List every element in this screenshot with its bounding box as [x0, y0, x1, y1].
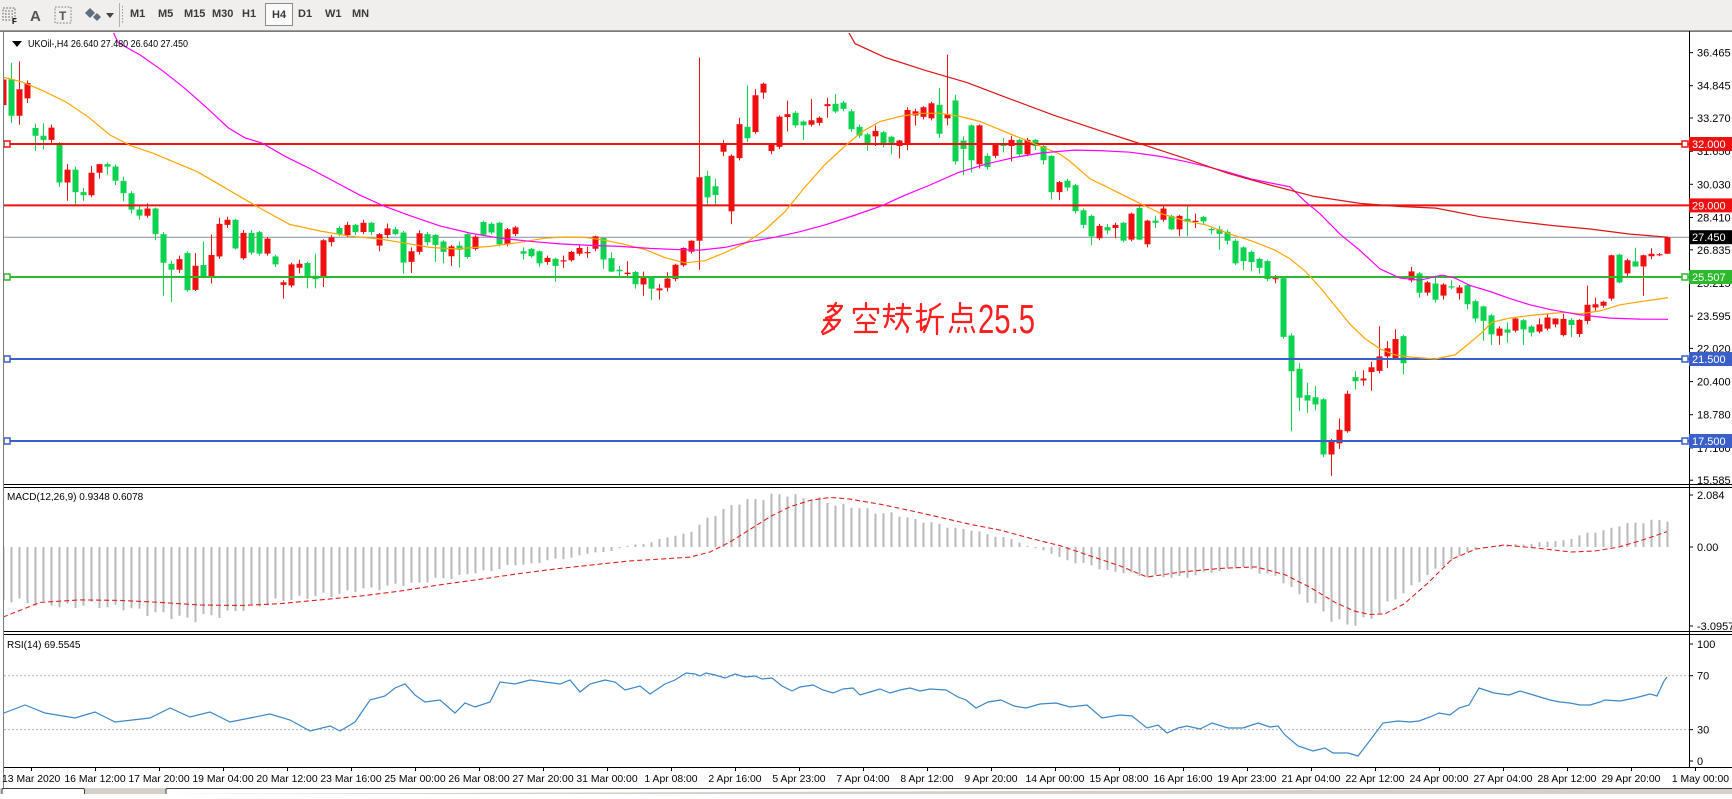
svg-text:29.000: 29.000 — [1692, 200, 1726, 212]
svg-text:A: A — [30, 8, 41, 25]
svg-text:26.835: 26.835 — [1697, 245, 1731, 257]
svg-text:20.400: 20.400 — [1697, 377, 1731, 389]
svg-text:26 Mar 08:00: 26 Mar 08:00 — [448, 774, 509, 785]
svg-text:2.084: 2.084 — [1697, 490, 1725, 502]
svg-text:MACD(12,26,9) 0.9348 0.6078: MACD(12,26,9) 0.9348 0.6078 — [7, 492, 144, 503]
svg-text:14 Apr 00:00: 14 Apr 00:00 — [1026, 774, 1085, 785]
svg-text:8 Apr 12:00: 8 Apr 12:00 — [900, 774, 953, 785]
svg-text:27 Apr 04:00: 27 Apr 04:00 — [1474, 774, 1533, 785]
svg-text:2 Apr 16:00: 2 Apr 16:00 — [708, 774, 761, 785]
svg-text:29 Apr 20:00: 29 Apr 20:00 — [1602, 774, 1661, 785]
svg-text:20 Mar 12:00: 20 Mar 12:00 — [256, 774, 317, 785]
svg-text:UKOil-,H4 26.640 27.480 26.64: UKOil-,H4 26.640 27.480 26.640 27.450 — [28, 39, 188, 50]
svg-text:23.595: 23.595 — [1697, 311, 1731, 323]
svg-text:17 Mar 20:00: 17 Mar 20:00 — [128, 774, 189, 785]
svg-text:25 Mar 00:00: 25 Mar 00:00 — [384, 774, 445, 785]
svg-text:28.410: 28.410 — [1697, 213, 1731, 225]
svg-text:24 Apr 00:00: 24 Apr 00:00 — [1410, 774, 1469, 785]
svg-text:19 Mar 04:00: 19 Mar 04:00 — [192, 774, 253, 785]
svg-text:T: T — [59, 9, 67, 23]
svg-text:15 Apr 08:00: 15 Apr 08:00 — [1090, 774, 1149, 785]
svg-text:1 May 00:00: 1 May 00:00 — [1672, 774, 1729, 785]
svg-text:100: 100 — [1697, 639, 1715, 651]
svg-text:-3.0957: -3.0957 — [1697, 621, 1732, 633]
svg-text:36.465: 36.465 — [1697, 48, 1731, 60]
svg-text:0.00: 0.00 — [1697, 542, 1718, 554]
svg-text:22 Apr 12:00: 22 Apr 12:00 — [1346, 774, 1405, 785]
svg-text:31 Mar 00:00: 31 Mar 00:00 — [576, 774, 637, 785]
svg-text:1 Apr 08:00: 1 Apr 08:00 — [644, 774, 697, 785]
svg-text:0: 0 — [1697, 756, 1703, 768]
svg-text:70: 70 — [1697, 671, 1709, 683]
svg-text:17.500: 17.500 — [1692, 436, 1726, 448]
svg-text:21.500: 21.500 — [1692, 354, 1726, 366]
svg-text:27.450: 27.450 — [1692, 232, 1726, 244]
svg-text:23 Mar 16:00: 23 Mar 16:00 — [320, 774, 381, 785]
svg-text:34.845: 34.845 — [1697, 81, 1731, 93]
svg-text:13 Mar 2020: 13 Mar 2020 — [2, 774, 61, 785]
svg-text:32.000: 32.000 — [1692, 139, 1726, 151]
svg-text:30: 30 — [1697, 725, 1709, 737]
svg-text:25.5: 25.5 — [978, 296, 1035, 342]
svg-text:16 Mar 12:00: 16 Mar 12:00 — [64, 774, 125, 785]
svg-text:7 Apr 04:00: 7 Apr 04:00 — [836, 774, 889, 785]
svg-text:F: F — [12, 17, 17, 26]
svg-text:18.780: 18.780 — [1697, 410, 1731, 422]
svg-text:27 Mar 20:00: 27 Mar 20:00 — [512, 774, 573, 785]
svg-text:5 Apr 23:00: 5 Apr 23:00 — [772, 774, 825, 785]
svg-text:21 Apr 04:00: 21 Apr 04:00 — [1282, 774, 1341, 785]
svg-text:9 Apr 20:00: 9 Apr 20:00 — [964, 774, 1017, 785]
svg-text:19 Apr 23:00: 19 Apr 23:00 — [1218, 774, 1277, 785]
svg-text:15.585: 15.585 — [1697, 475, 1731, 487]
svg-text:33.270: 33.270 — [1697, 113, 1731, 125]
svg-text:28 Apr 12:00: 28 Apr 12:00 — [1538, 774, 1597, 785]
svg-text:30.030: 30.030 — [1697, 179, 1731, 191]
svg-text:16 Apr 16:00: 16 Apr 16:00 — [1154, 774, 1213, 785]
svg-text:RSI(14) 69.5545: RSI(14) 69.5545 — [7, 640, 81, 651]
svg-text:25.507: 25.507 — [1692, 272, 1726, 284]
